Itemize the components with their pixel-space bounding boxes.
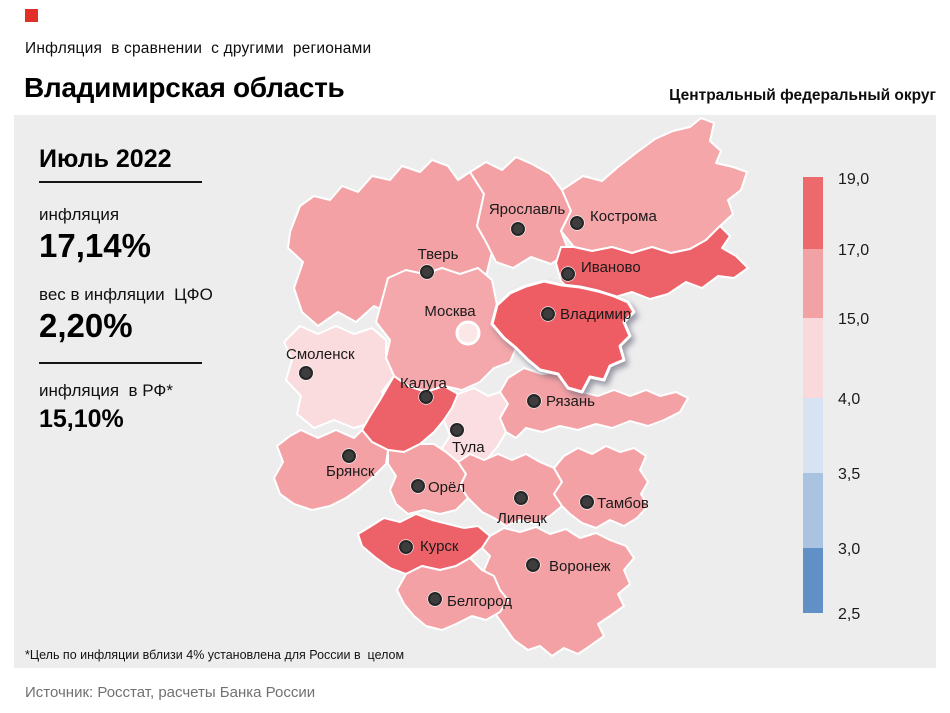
stat-inflation-label: инфляция — [39, 205, 120, 224]
brand-red-square — [25, 9, 38, 22]
city-dot-icon — [419, 264, 435, 280]
region-kaluga[interactable] — [361, 375, 459, 453]
choropleth-map: Тверь Ярославль Кострома Иваново Москва … — [273, 117, 869, 657]
stat-rf-inflation-label: инфляция в РФ* — [39, 381, 173, 400]
region-belgorod[interactable] — [396, 557, 509, 631]
city-label-vladimir: Владимир — [560, 306, 631, 323]
region-bryansk[interactable] — [273, 429, 389, 511]
kicker-text: Инфляция в сравнении с другими регионами — [25, 40, 372, 57]
stat-weight-label: вес в инфляции ЦФО — [39, 285, 213, 304]
city-dot-icon — [510, 221, 526, 237]
map-panel: Июль 2022 инфляция 17,14% вес в инфляции… — [14, 115, 936, 668]
footnote: *Цель по инфляции вблизи 4% установлена … — [25, 648, 405, 662]
district-label: Центральный федеральный округ — [669, 87, 936, 104]
city-label-yaroslavl: Ярославль — [489, 201, 565, 218]
region-oryol[interactable] — [387, 443, 469, 515]
city-label-lipetsk: Липецк — [497, 510, 547, 527]
divider — [39, 362, 202, 364]
city-label-tambov: Тамбов — [597, 495, 649, 512]
city-label-tula: Тула — [452, 439, 485, 456]
legend-segment — [803, 177, 823, 249]
color-scale-legend: 19,0 17,0 15,0 4,0 3,5 3,0 2,5 — [803, 171, 869, 623]
city-dot-icon — [569, 215, 585, 231]
stat-inflation-value: 17,14% — [39, 227, 151, 264]
city-dot-icon — [526, 393, 542, 409]
city-label-tver: Тверь — [418, 246, 459, 263]
source-line: Источник: Росстат, расчеты Банка России — [25, 684, 316, 701]
legend-tick: 15,0 — [838, 311, 869, 328]
legend-segment — [803, 548, 823, 613]
city-dots — [298, 215, 595, 607]
region-moscow-oblast[interactable] — [375, 267, 517, 393]
legend-tick: 2,5 — [838, 606, 860, 623]
city-dot-icon — [513, 490, 529, 506]
region-vladimir-highlighted[interactable] — [490, 279, 636, 394]
city-label-kursk: Курск — [420, 538, 459, 555]
city-label-voronezh: Воронеж — [549, 558, 611, 575]
region-voronezh[interactable] — [481, 526, 635, 657]
legend-segment — [803, 473, 823, 548]
city-dot-icon — [560, 266, 576, 282]
brand-red-square-icon — [25, 9, 38, 22]
page-title: Владимирская область — [24, 72, 345, 103]
city-label-kaluga: Калуга — [400, 375, 447, 392]
divider — [39, 181, 202, 183]
city-dot-icon — [427, 591, 443, 607]
stat-rf-inflation-value: 15,10% — [39, 405, 124, 433]
legend-tick: 4,0 — [838, 391, 860, 408]
legend-segment — [803, 398, 823, 473]
city-label-moscow: Москва — [424, 303, 476, 320]
city-dot-icon — [579, 494, 595, 510]
city-dot-icon — [449, 422, 465, 438]
city-label-kostroma: Кострома — [590, 208, 657, 225]
city-dot-icon — [525, 557, 541, 573]
region-yaroslavl[interactable] — [469, 156, 572, 269]
legend-segment — [803, 249, 823, 318]
city-label-smolensk: Смоленск — [286, 346, 355, 363]
city-label-ryazan: Рязань — [546, 393, 595, 410]
region-kursk[interactable] — [357, 513, 491, 575]
period-label: Июль 2022 — [39, 145, 172, 173]
stat-weight-value: 2,20% — [39, 307, 133, 344]
legend-tick: 3,5 — [838, 466, 860, 483]
city-dot-icon — [298, 365, 314, 381]
city-label-oryol: Орёл — [428, 479, 465, 496]
legend-tick: 19,0 — [838, 171, 869, 188]
city-dot-icon — [418, 389, 434, 405]
city-dot-icon — [540, 306, 556, 322]
region-tambov[interactable] — [553, 445, 649, 529]
legend-tick: 17,0 — [838, 242, 869, 259]
city-labels: Тверь Ярославль Кострома Иваново Москва … — [286, 201, 657, 610]
city-label-bryansk: Брянск — [326, 463, 375, 480]
city-dot-icon — [341, 448, 357, 464]
city-dot-icon — [398, 539, 414, 555]
city-label-belgorod: Белгород — [447, 593, 512, 610]
legend-segment — [803, 318, 823, 398]
city-dot-icon — [410, 478, 426, 494]
city-label-ivanovo: Иваново — [581, 259, 641, 276]
legend-tick: 3,0 — [838, 541, 860, 558]
moscow-city-circle[interactable] — [455, 320, 481, 346]
